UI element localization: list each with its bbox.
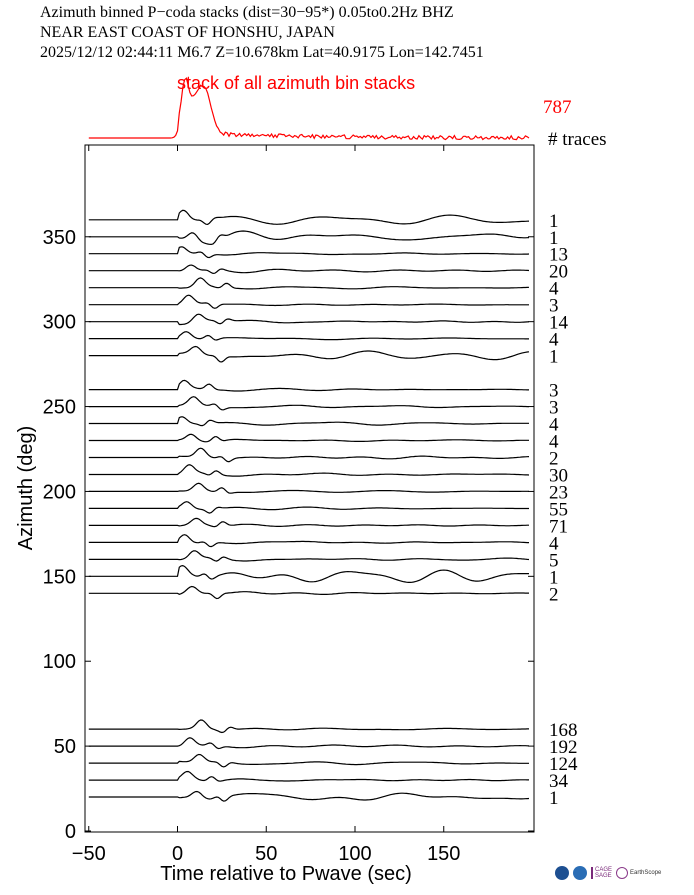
stack-trace: [88, 77, 530, 141]
sage-logo-text: SAGE: [595, 873, 612, 879]
trace-count-label: 4: [549, 279, 559, 300]
earthscope-logo-icon: EarthScope: [616, 867, 661, 879]
trace-count-label: 3: [549, 398, 559, 419]
trace-count-label: 1: [549, 347, 559, 368]
trace-az-230: [88, 433, 529, 443]
trace-az-190: [88, 501, 529, 514]
plot-frame: [84, 144, 535, 833]
y-tick-label: 250: [43, 397, 76, 419]
trace-az-140: [88, 585, 529, 600]
trace-az-40: [88, 753, 529, 768]
trace-az-50: [88, 737, 530, 750]
seismogram-traces: [88, 209, 530, 802]
trace-az-220: [88, 447, 530, 463]
trace-az-20: [88, 790, 530, 802]
trace-count-label: 14: [549, 313, 569, 334]
x-tick-label: 150: [427, 843, 460, 865]
cage-sage-logo-icon: CAGE SAGE: [591, 867, 612, 879]
trace-count-label: 71: [549, 516, 568, 537]
trace-count-label: 1: [549, 211, 559, 232]
trace-az-180: [88, 517, 529, 528]
y-tick-label: 0: [65, 821, 76, 843]
trace-az-290: [88, 331, 529, 341]
trace-count-label: 5: [549, 550, 559, 571]
y-axis-label: Azimuth (deg): [15, 426, 37, 551]
footer-logos: CAGE SAGE EarthScope: [555, 866, 661, 880]
y-tick-label: 50: [54, 736, 76, 758]
trace-count-label: 124: [549, 754, 578, 775]
stack-trace-count: 787: [543, 97, 572, 118]
trace-az-210: [88, 464, 530, 477]
event-info: 2025/12/12 02:44:11 M6.7 Z=10.678km Lat=…: [40, 44, 484, 61]
cage-logo-text: CAGE: [595, 867, 613, 873]
x-axis-label: Time relative to Pwave (sec): [160, 863, 412, 885]
trace-az-360: [88, 209, 530, 226]
trace-count-label: 192: [549, 737, 578, 758]
x-tick-label: −50: [72, 843, 106, 865]
trace-count-label: 2: [549, 584, 559, 605]
trace-count-label: 1: [549, 228, 559, 249]
trace-az-150: [88, 564, 529, 583]
trace-count-label: 1: [549, 788, 559, 809]
y-tick-label: 150: [43, 566, 76, 588]
trace-count-label: 4: [549, 415, 559, 436]
x-tick-label: 0: [172, 843, 183, 865]
trace-az-170: [88, 534, 529, 548]
trace-az-60: [88, 719, 529, 734]
y-tick-label: 300: [43, 312, 76, 334]
stack-trace-line: [88, 77, 530, 141]
trace-az-250: [88, 396, 529, 411]
trace-count-labels: 1113204314413344230235571451216819212434…: [549, 211, 578, 809]
trace-count-label: 4: [549, 432, 559, 453]
trace-az-200: [88, 482, 529, 494]
y-tick-label: 350: [43, 227, 76, 249]
trace-count-label: 4: [549, 330, 559, 351]
x-tick-label: 50: [255, 843, 277, 865]
trace-az-330: [88, 264, 530, 275]
trace-count-label: 23: [549, 482, 568, 503]
trace-az-260: [88, 379, 529, 392]
trace-az-300: [88, 313, 530, 326]
y-tick-label: 200: [43, 481, 76, 503]
earthscope-logo-text: EarthScope: [630, 870, 662, 876]
trace-count-label: 34: [549, 771, 569, 792]
trace-count-label: 3: [549, 381, 559, 402]
trace-count-label: 168: [549, 720, 578, 741]
trace-count-label: 3: [549, 296, 559, 317]
trace-count-label: 4: [549, 533, 559, 554]
trace-az-350: [88, 230, 530, 246]
region-name: NEAR EAST COAST OF HONSHU, JAPAN: [40, 24, 335, 41]
trace-az-280: [88, 345, 530, 363]
trace-az-310: [88, 294, 529, 309]
trace-count-label: 13: [549, 245, 568, 266]
traces-column-header: # traces: [548, 129, 607, 150]
trace-count-label: 1: [549, 567, 559, 588]
chart-title: Azimuth binned P−coda stacks (dist=30−95…: [40, 4, 454, 21]
trace-count-label: 30: [549, 465, 568, 486]
noaa-logo-icon: [573, 866, 587, 880]
trace-az-240: [88, 416, 529, 427]
nsf-logo-icon: [555, 866, 569, 880]
stack-label: stack of all azimuth bin stacks: [177, 73, 415, 93]
trace-az-30: [88, 770, 529, 782]
trace-count-label: 55: [549, 499, 568, 520]
trace-az-320: [88, 277, 530, 290]
x-tick-label: 100: [338, 843, 371, 865]
trace-count-label: 2: [549, 448, 559, 469]
trace-az-340: [88, 246, 530, 259]
y-tick-label: 100: [43, 651, 76, 673]
trace-count-label: 20: [549, 262, 568, 283]
trace-az-160: [88, 550, 530, 562]
